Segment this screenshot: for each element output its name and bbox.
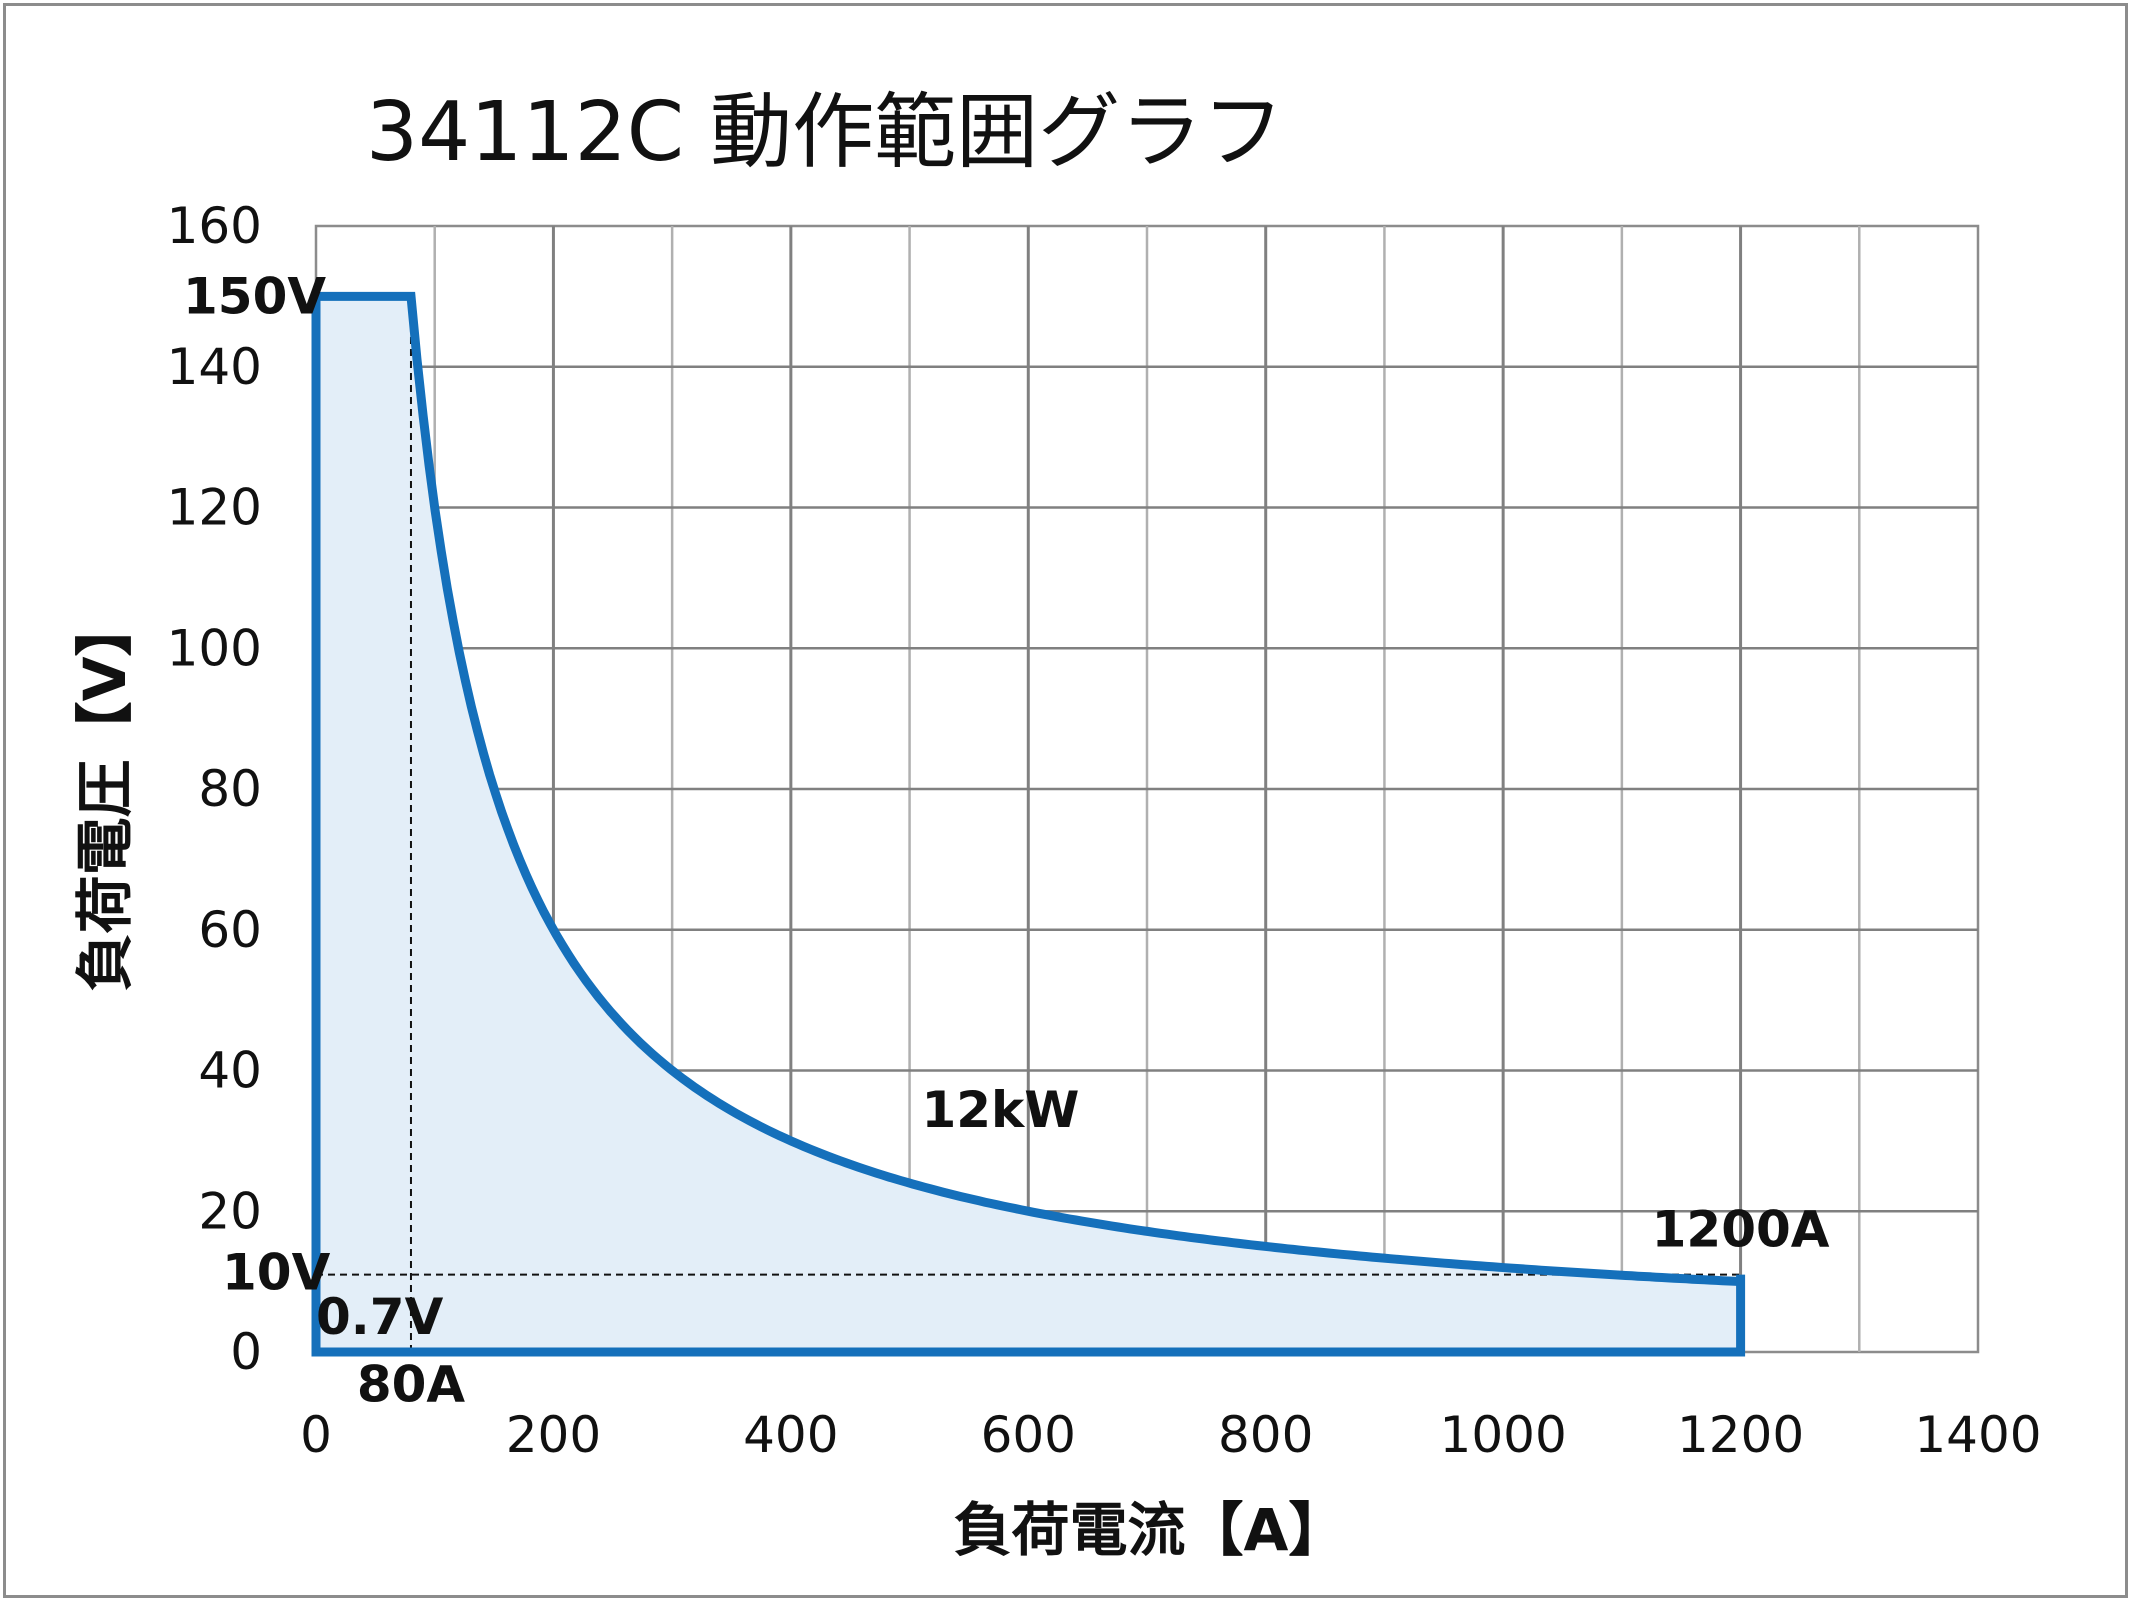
chart-title: 34112C 動作範囲グラフ [366,85,1284,180]
reference-lines [316,296,1741,1352]
annotation-label: 0.7V [316,1288,444,1346]
y-tick-label: 120 [167,479,262,537]
y-axis-title: 負荷電圧【V】 [71,599,139,992]
annotation-label: 12kW [921,1081,1079,1139]
y-tick-label: 100 [167,619,262,677]
x-tick-label: 600 [981,1406,1076,1464]
series-line [311,291,1746,1357]
area-layer [316,296,1741,1352]
y-tick-label: 140 [167,338,262,396]
y-tick-label: 60 [198,901,262,959]
series-line-layer [311,291,1746,1357]
y-tick-label: 80 [198,760,262,818]
annotation-label: 80A [357,1355,466,1413]
x-tick-labels: 0 200 400 600 800 1000 1200 1400 [300,1406,2042,1464]
x-tick-label: 0 [300,1406,332,1464]
y-tick-labels: 0 20 40 60 80 100 120 140 160 [167,197,262,1381]
x-tick-label: 200 [506,1406,601,1464]
x-axis-title: 負荷電流【A】 [954,1496,1347,1564]
operating-area [316,296,1741,1352]
annotation-label: 10V [222,1244,331,1302]
y-tick-label: 0 [230,1323,262,1381]
y-tick-label: 40 [198,1042,262,1100]
annotation-label: 150V [183,267,326,325]
y-tick-label: 160 [167,197,262,255]
y-tick-label: 20 [198,1182,262,1240]
x-tick-label: 1200 [1677,1406,1804,1464]
x-tick-label: 1000 [1440,1406,1567,1464]
x-tick-label: 1400 [1914,1406,2041,1464]
x-tick-label: 800 [1218,1406,1313,1464]
x-tick-label: 400 [743,1406,838,1464]
annotation-label: 1200A [1652,1200,1830,1258]
